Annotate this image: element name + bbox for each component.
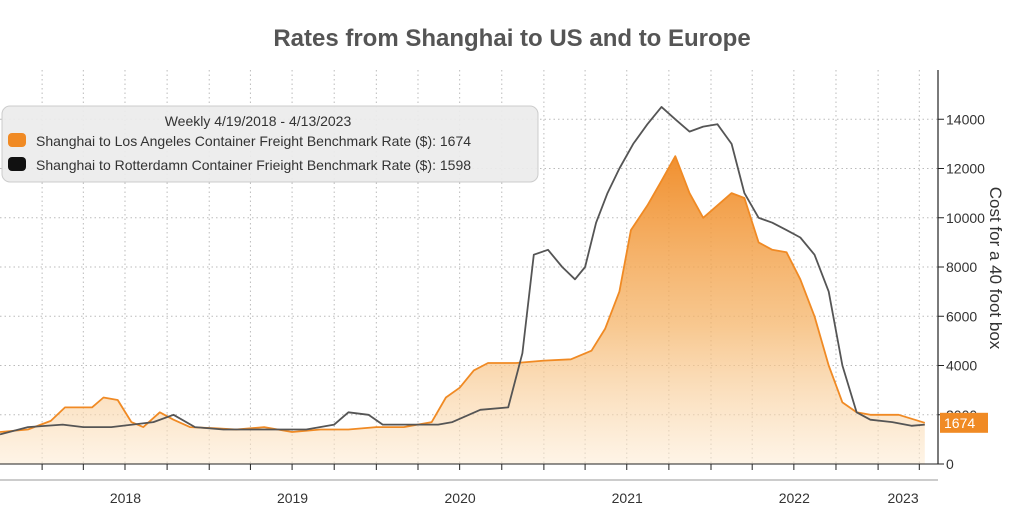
legend-swatch-rotterdam — [8, 157, 26, 171]
legend-box — [1, 105, 539, 183]
y-axis-label: Cost for a 40 foot box — [986, 187, 1005, 350]
legend-label-los-angeles: Shanghai to Los Angeles Container Freigh… — [36, 133, 471, 149]
legend-label-rotterdam: Shanghai to Rotterdamn Container Frieigh… — [36, 157, 471, 173]
series-area-los-angeles — [0, 156, 925, 464]
area-layer — [0, 156, 925, 464]
x-tick-label: 2021 — [612, 490, 643, 506]
last-value-marker: 1674 — [940, 412, 988, 433]
x-tick-label: 2023 — [887, 490, 918, 506]
line-layer — [0, 106, 926, 436]
last-value-label: 1674 — [944, 415, 975, 431]
legend-swatch-los-angeles — [8, 133, 26, 147]
x-ticks: 2018 2019 2020 2021 2022 2023 — [110, 490, 919, 506]
x-tick-label: 2022 — [779, 490, 810, 506]
x-tick-label: 2019 — [277, 490, 308, 506]
legend-header: Weekly 4/19/2018 - 4/13/2023 — [165, 113, 352, 129]
y-tick-label: 6000 — [946, 308, 977, 324]
chart-title: Rates from Shanghai to US and to Europe — [273, 25, 750, 52]
y-tick-label: 10000 — [946, 210, 985, 226]
x-tick-label: 2020 — [445, 490, 476, 506]
legend: Weekly 4/19/2018 - 4/13/2023 Shanghai to… — [1, 105, 539, 183]
x-tick-label: 2018 — [110, 490, 141, 506]
y-tick-label: 0 — [946, 456, 954, 472]
y-tick-label: 4000 — [946, 358, 977, 374]
y-tick-label: 14000 — [946, 111, 985, 127]
last-value-badge — [940, 412, 988, 433]
y-tick-label: 12000 — [946, 161, 985, 177]
y-tick-label: 8000 — [946, 259, 977, 275]
series-line-rotterdam — [0, 106, 925, 436]
